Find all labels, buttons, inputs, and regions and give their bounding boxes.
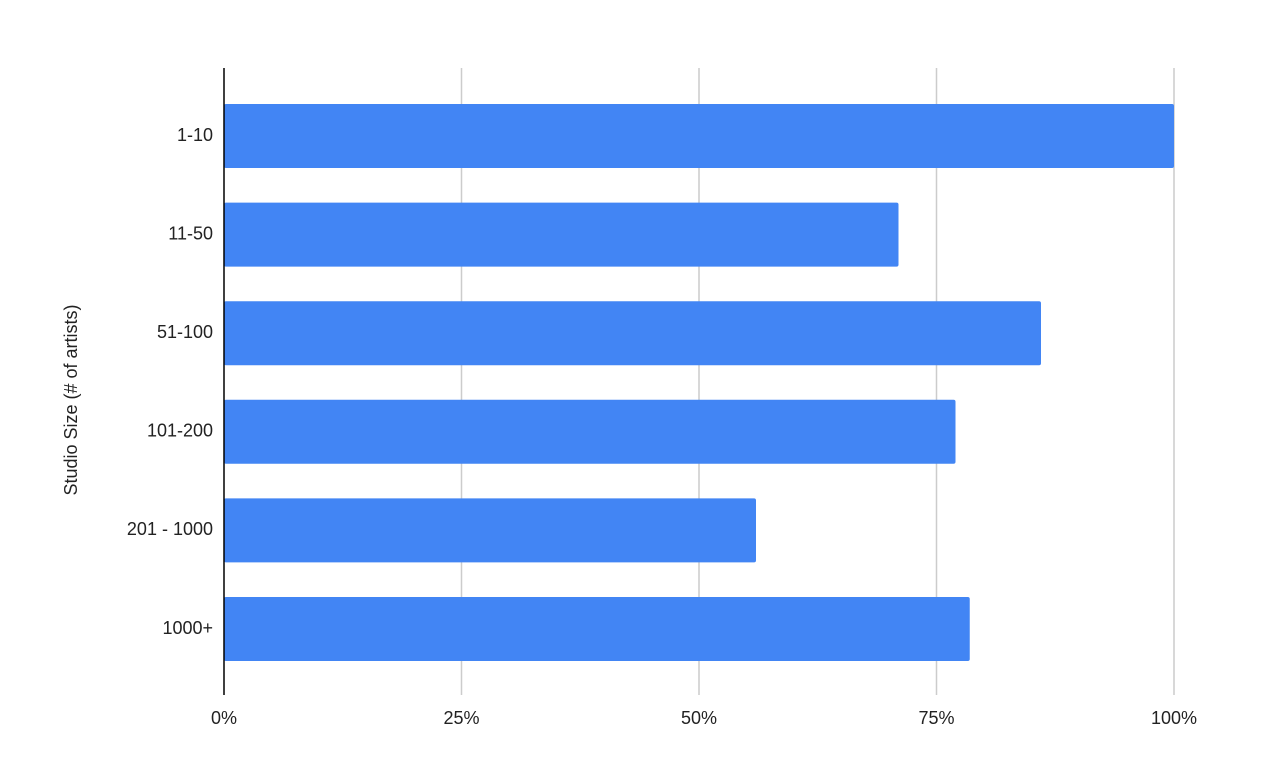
bar [224, 597, 970, 661]
bar [224, 498, 756, 563]
x-tick-label: 50% [681, 708, 717, 728]
y-tick-label: 1-10 [177, 125, 213, 145]
x-tick-label: 0% [211, 708, 237, 728]
bar [224, 104, 1174, 168]
y-tick-label: 51-100 [157, 322, 213, 342]
y-tick-label: 1000+ [162, 618, 213, 638]
bar [224, 202, 899, 267]
x-tick-label: 25% [443, 708, 479, 728]
x-tick-label: 100% [1151, 708, 1197, 728]
x-tick-label: 75% [918, 708, 954, 728]
bar [224, 301, 1041, 366]
y-axis-label: Studio Size (# of artists) [61, 304, 81, 495]
y-tick-label: 101-200 [147, 421, 213, 441]
y-tick-label: 201 - 1000 [127, 519, 213, 539]
bar [224, 399, 956, 464]
y-tick-label: 11-50 [168, 223, 213, 243]
